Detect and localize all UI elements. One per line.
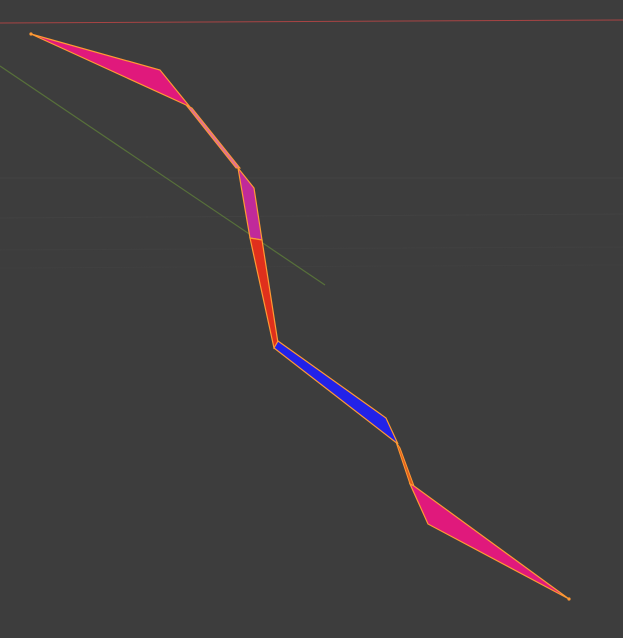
- grid-line: [0, 264, 623, 269]
- mesh-face-blue-link[interactable]: [273, 340, 399, 445]
- mesh-face-lower-connector[interactable]: [395, 441, 415, 488]
- viewport-grid: [0, 177, 623, 269]
- y-axis-line: [0, 65, 326, 286]
- vertex-top-end[interactable]: [29, 32, 33, 36]
- mesh-face-top-flap[interactable]: [30, 33, 191, 108]
- grid-line: [0, 213, 623, 219]
- mesh-face-connector[interactable]: [185, 104, 242, 169]
- x-axis-line: [0, 19, 623, 24]
- mesh-face-bottom-flap[interactable]: [408, 482, 570, 600]
- mesh-object[interactable]: [29, 32, 571, 601]
- mesh-face-middle-link[interactable]: [249, 237, 279, 350]
- grid-line: [0, 246, 623, 251]
- vertex-bottom-end[interactable]: [567, 597, 571, 601]
